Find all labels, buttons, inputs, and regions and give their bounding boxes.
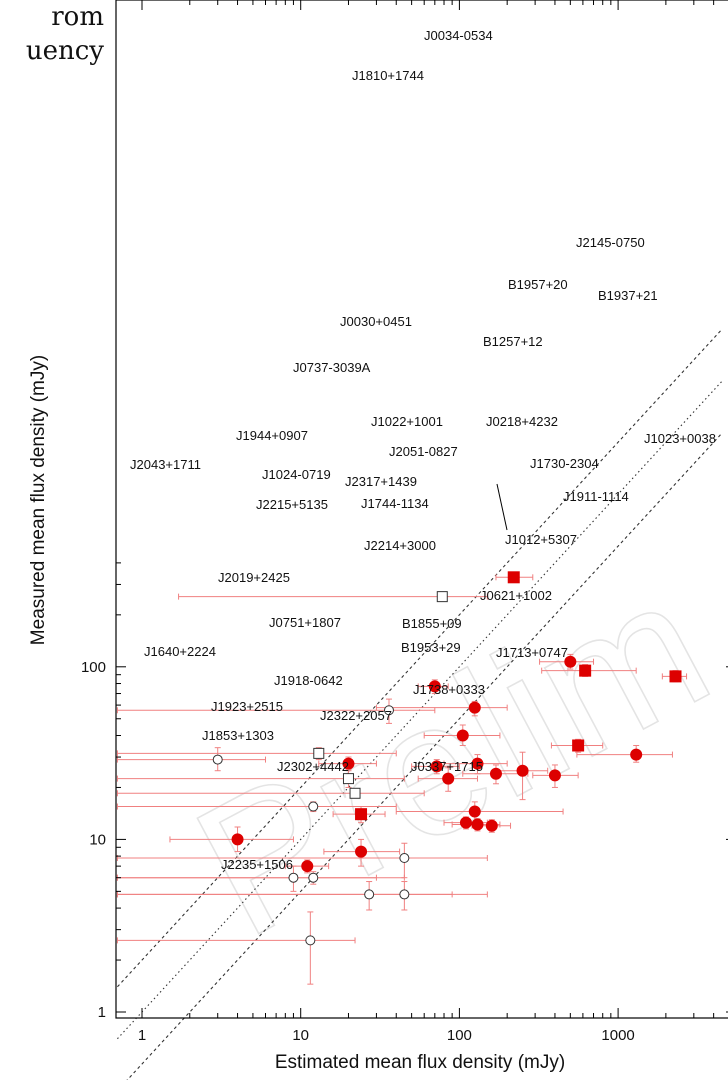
marker-j2019-2425 — [308, 801, 319, 812]
error-bars — [116, 574, 688, 985]
marker-j2051-0827 — [430, 760, 443, 773]
marker-b1953-29 — [471, 818, 484, 831]
marker-j2043-1711 — [212, 754, 223, 765]
x-tick-label: 1000 — [601, 1027, 634, 1044]
label-j0034-0534: J0034-0534 — [424, 28, 493, 43]
label-j0751-1807: J0751+1807 — [269, 615, 341, 630]
label-j1810-1744: J1810+1744 — [352, 68, 424, 83]
leader-line-J1012 — [496, 483, 508, 531]
label-j1744-1134: J1744-1134 — [361, 496, 429, 511]
label-j1713-0747: J1713+0747 — [496, 645, 568, 660]
label-b1957-20: B1957+20 — [508, 277, 568, 292]
label-j1944-0907: J1944+0907 — [236, 428, 308, 443]
reference-line-2 — [126, 433, 723, 1080]
label-b1937-21: B1937+21 — [598, 288, 658, 303]
label-j2215-5135: J2215+5135 — [256, 497, 328, 512]
plot-axes — [115, 0, 728, 1019]
marker-j2317-1439 — [471, 757, 484, 770]
x-axis-label: Estimated mean flux density (mJy) — [275, 1052, 565, 1073]
marker-j1918-0642 — [355, 845, 368, 858]
point-labels: J0034-0534 J1810+1744 J2145-0750 B1957+20 B1… — [130, 28, 716, 872]
label-j1853-1303: J1853+1303 — [202, 728, 274, 743]
marker-j1640-2224 — [231, 833, 244, 846]
label-j2145-0750: J2145-0750 — [576, 235, 645, 250]
x-tick-label: 1 — [138, 1027, 146, 1044]
label-j1911-1114: J1911-1114 — [563, 489, 629, 504]
marker-j1713-0747 — [485, 819, 498, 832]
label-j0621-1002: J0621+1002 — [480, 588, 552, 603]
marker-b1855-09 — [459, 816, 472, 829]
label-j0218-4232: J0218+4232 — [486, 414, 558, 429]
marker-b1957-20 — [579, 664, 592, 677]
label-j2322-2057: J2322+2057 — [320, 708, 392, 723]
label-j2235-1506: J2235+1506 — [221, 857, 293, 872]
label-b1953-29: B1953+29 — [401, 640, 461, 655]
marker-j1911-1114 — [548, 769, 561, 782]
label-j1024-0719: J1024-0719 — [262, 467, 331, 482]
marker-j0737-3039a — [383, 705, 394, 716]
marker-j1944-0907 — [313, 747, 325, 759]
marker-j2145-0750 — [564, 655, 577, 668]
label-j1738-0333: J1738+0333 — [413, 682, 485, 697]
x-tick-label: 10 — [292, 1027, 309, 1044]
marker-j0621-1002 — [468, 805, 481, 818]
label-b1257-12: B1257+12 — [483, 334, 543, 349]
marker-j2215-5135 — [342, 773, 354, 785]
axis-ticks: 1 10 100 1000 1 10 100 — [81, 0, 728, 1044]
heading-fragment-line-2: uency — [25, 36, 104, 66]
marker-j1012-5307 — [489, 767, 502, 780]
marker-j0218-4232 — [572, 739, 585, 752]
marker-j1744-1134 — [442, 772, 455, 785]
marker-j2302-4442 — [364, 889, 375, 900]
label-j0337-1715: J0337+1715 — [411, 759, 483, 774]
marker-b1937-21 — [669, 670, 682, 683]
label-j2302-4442: J2302+4442 — [277, 759, 349, 774]
marker-j1024-0719 — [342, 757, 355, 770]
heading-fragment-line-1: rom — [51, 2, 104, 32]
y-tick-label: 1 — [98, 1004, 106, 1021]
label-j2019-2425: J2019+2425 — [218, 570, 290, 585]
marker-j0751-1807 — [355, 808, 368, 821]
marker-j0337-1715 — [399, 889, 410, 900]
marker-j2322-2057 — [308, 872, 319, 883]
marker-j1022-1001 — [456, 729, 469, 742]
x-tick-label: 100 — [447, 1027, 472, 1044]
label-j1918-0642: J1918-0642 — [274, 673, 343, 688]
label-j1640-2224: J1640+2224 — [144, 644, 216, 659]
label-j1022-1001: J1022+1001 — [371, 414, 443, 429]
watermark-text: Prelim — [165, 537, 728, 977]
label-j2043-1711: J2043+1711 — [130, 457, 201, 472]
label-j2214-3000: J2214+3000 — [364, 538, 436, 553]
y-tick-label: 100 — [81, 659, 106, 676]
marker-j2235-1506 — [305, 935, 316, 946]
label-j0737-3039a: J0737-3039A — [293, 360, 371, 375]
reference-line-3 — [117, 329, 723, 988]
marker-j0034-0534 — [507, 571, 520, 584]
marker-j1023-0038 — [630, 748, 643, 761]
label-j1923-2515: J1923+2515 — [211, 699, 283, 714]
label-b1855-09: B1855+09 — [402, 616, 462, 631]
label-j1023-0038: J1023+0038 — [644, 431, 716, 446]
y-tick-label: 10 — [89, 831, 106, 848]
label-j2317-1439: J2317+1439 — [345, 474, 417, 489]
label-j1730-2304: J1730-2304 — [530, 456, 599, 471]
marker-b1257-12 — [468, 701, 481, 714]
marker-j1853-1303 — [288, 872, 299, 883]
cropped-heading-fragment: rom uency — [0, 0, 104, 68]
marker-j1730-2304 — [516, 764, 529, 777]
label-j2051-0827: J2051-0827 — [389, 444, 458, 459]
marker-j0030-0451 — [428, 680, 441, 693]
marker-j1738-0333 — [399, 853, 410, 864]
plot-frame — [115, 0, 728, 1019]
marker-j1923-2515 — [301, 860, 314, 873]
data-markers — [212, 571, 682, 946]
label-j1012-5307: J1012+5307 — [505, 532, 577, 547]
label-j0030-0451: J0030+0451 — [340, 314, 412, 329]
marker-j2214-3000 — [349, 787, 361, 799]
marker-j1810-1744 — [436, 591, 448, 603]
y-axis-label: Measured mean flux density (mJy) — [28, 355, 49, 645]
